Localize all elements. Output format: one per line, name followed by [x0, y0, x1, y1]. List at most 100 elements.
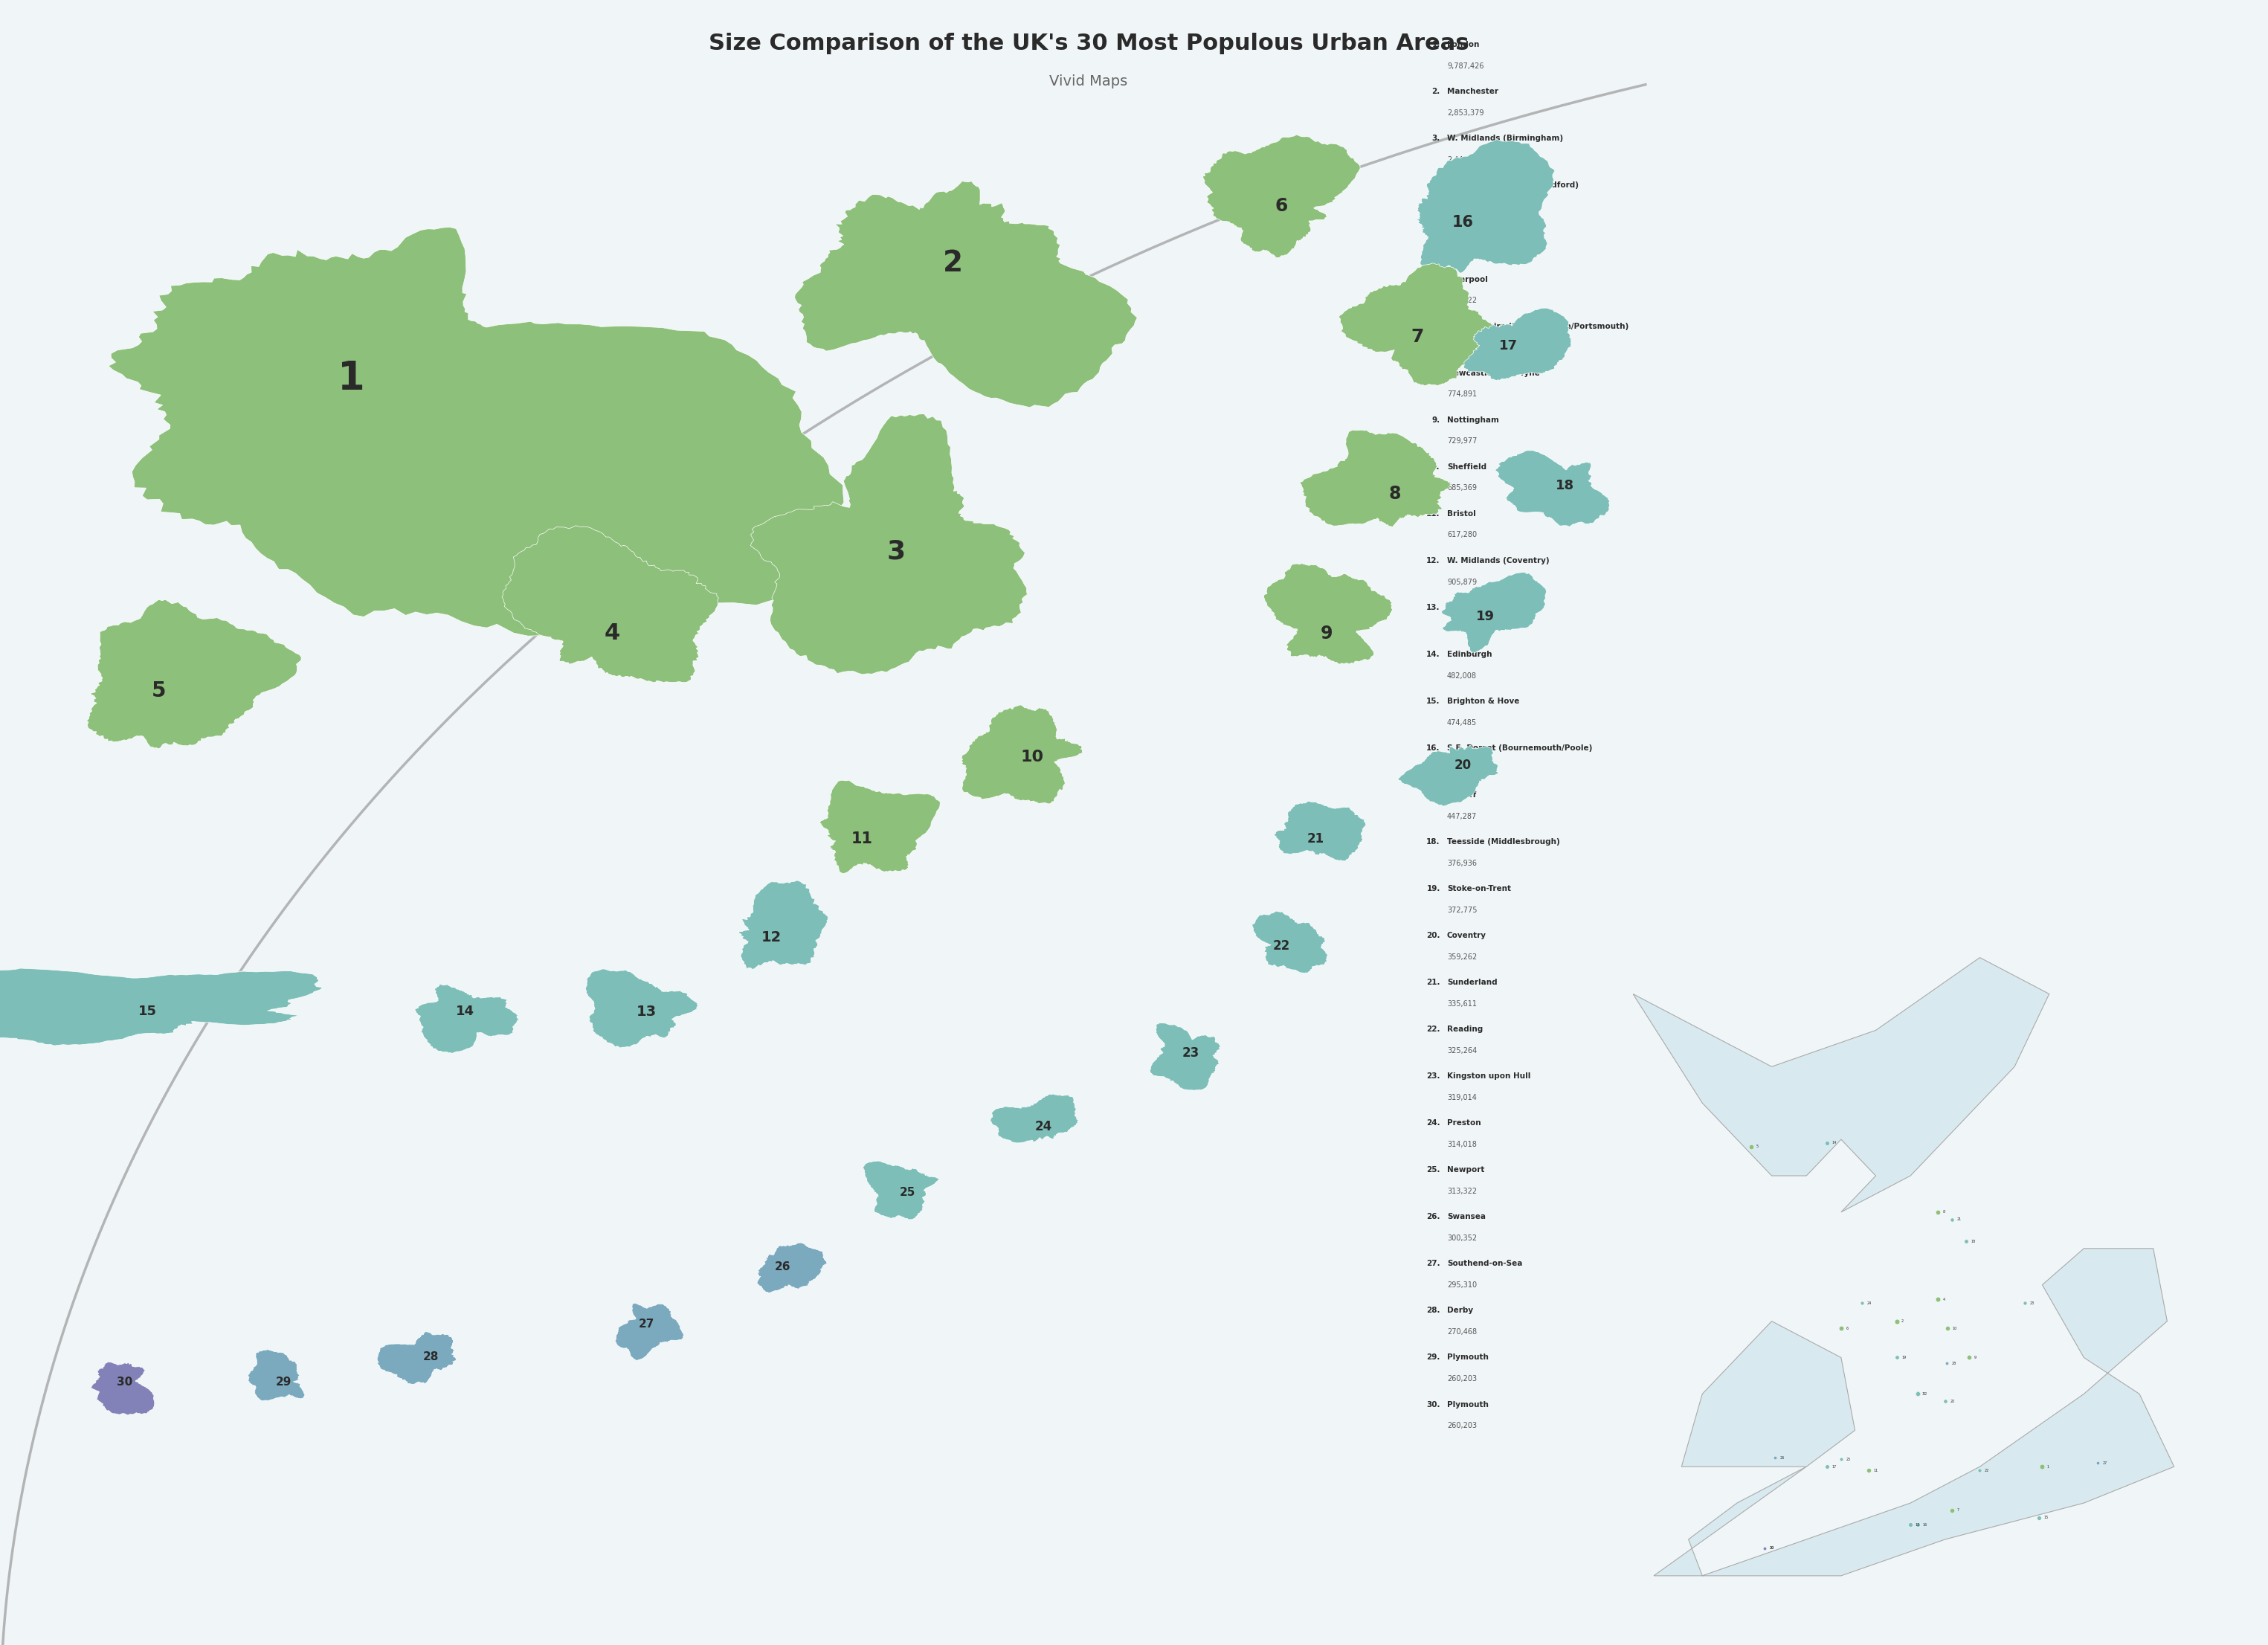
Point [2023, 1454, 2059, 1480]
Text: Brighton & Hove: Brighton & Hove [1447, 697, 1520, 706]
Text: 8.: 8. [1431, 370, 1440, 377]
Text: 29.: 29. [1427, 1354, 1440, 1362]
Text: London: London [1447, 41, 1479, 49]
Text: 314,018: 314,018 [1447, 1142, 1476, 1148]
Text: 27: 27 [637, 1319, 655, 1329]
Text: 15: 15 [2043, 1515, 2048, 1520]
Text: 1.: 1. [1431, 41, 1440, 49]
Polygon shape [415, 984, 519, 1053]
Text: 24.: 24. [1427, 1119, 1440, 1127]
Text: 14: 14 [1833, 1142, 1837, 1145]
Text: 8: 8 [1944, 1211, 1946, 1214]
Text: 260,203: 260,203 [1447, 1421, 1476, 1430]
Point [1921, 1199, 1957, 1226]
Text: 864,122: 864,122 [1447, 250, 1476, 258]
Point [1851, 1457, 1887, 1484]
Text: 10.: 10. [1427, 464, 1440, 470]
Text: S. Hampshire (Southampton/Portsmouth): S. Hampshire (Southampton/Portsmouth) [1447, 322, 1628, 331]
Text: Size Comparison of the UK's 30 Most Populous Urban Areas: Size Comparison of the UK's 30 Most Popu… [708, 33, 1470, 54]
Text: 474,485: 474,485 [1447, 719, 1476, 727]
Polygon shape [739, 880, 828, 969]
Text: 447,287: 447,287 [1447, 813, 1476, 821]
Point [1962, 1457, 1998, 1484]
Text: 1: 1 [2048, 1464, 2050, 1469]
Text: W. Midlands (Coventry): W. Midlands (Coventry) [1447, 556, 1549, 564]
Text: 300,352: 300,352 [1447, 1234, 1476, 1242]
Text: Teesside (Middlesbrough): Teesside (Middlesbrough) [1447, 839, 1560, 846]
Text: 685,369: 685,369 [1447, 485, 1476, 492]
Polygon shape [615, 1303, 685, 1360]
Text: 359,262: 359,262 [1447, 954, 1476, 961]
Point [1746, 1535, 1783, 1561]
Text: Bristol: Bristol [1447, 510, 1476, 518]
Text: 2: 2 [943, 248, 962, 278]
Text: 29: 29 [1769, 1546, 1774, 1550]
Text: Kingston upon Hull: Kingston upon Hull [1447, 1073, 1531, 1081]
Text: 18: 18 [1556, 479, 1574, 492]
Text: 18.: 18. [1427, 839, 1440, 846]
Point [1898, 1380, 1935, 1406]
Polygon shape [1440, 572, 1547, 653]
Text: 25.: 25. [1427, 1166, 1440, 1175]
Polygon shape [991, 1094, 1077, 1143]
Text: 21: 21 [1957, 1217, 1962, 1221]
Text: 25: 25 [898, 1188, 916, 1198]
Text: 260,203: 260,203 [1447, 1375, 1476, 1383]
Point [1758, 1444, 1794, 1471]
Text: 2.: 2. [1431, 89, 1440, 95]
Text: 319,014: 319,014 [1447, 1094, 1476, 1102]
Point [1898, 1380, 1935, 1406]
Polygon shape [1263, 564, 1393, 665]
Text: 22: 22 [1984, 1469, 1989, 1472]
Text: Dorset: Dorset [1447, 604, 1476, 612]
Text: 13: 13 [637, 1005, 655, 1018]
Text: 28: 28 [422, 1352, 440, 1362]
Text: Swansea: Swansea [1447, 1214, 1486, 1221]
Text: Glasgow: Glasgow [1447, 229, 1483, 237]
Text: 7.: 7. [1431, 322, 1440, 331]
Text: Manchester: Manchester [1447, 89, 1499, 95]
Text: 1,277,594: 1,277,594 [1447, 204, 1483, 211]
Point [1823, 1446, 1860, 1472]
Point [2007, 1290, 2043, 1316]
Point [1844, 1290, 1880, 1316]
Point [1928, 1388, 1964, 1415]
Text: 16: 16 [1923, 1523, 1928, 1527]
Point [1948, 1229, 1984, 1255]
Text: 26: 26 [773, 1262, 792, 1272]
Text: 15.: 15. [1427, 697, 1440, 706]
Polygon shape [91, 1362, 154, 1415]
Polygon shape [86, 599, 302, 748]
Point [1950, 1344, 1987, 1370]
Text: 30: 30 [1769, 1546, 1774, 1550]
Point [1898, 1512, 1935, 1538]
Polygon shape [758, 1242, 828, 1293]
Polygon shape [794, 181, 1136, 408]
Point [1810, 1130, 1846, 1156]
Text: 2: 2 [1901, 1319, 1903, 1323]
Text: 15: 15 [138, 1005, 156, 1018]
Polygon shape [1633, 957, 2050, 1212]
Polygon shape [751, 415, 1027, 674]
Text: 1,201,293: 1,201,293 [1447, 767, 1483, 773]
Text: 372,775: 372,775 [1447, 906, 1476, 915]
Text: Derby: Derby [1447, 1308, 1474, 1314]
Text: S.E. Dorset (Bournemouth/Poole): S.E. Dorset (Bournemouth/Poole) [1447, 744, 1592, 752]
Text: Sheffield: Sheffield [1447, 464, 1486, 470]
Text: 22.: 22. [1427, 1026, 1440, 1033]
Polygon shape [376, 1331, 456, 1383]
Polygon shape [1463, 308, 1572, 380]
Text: 17: 17 [1833, 1464, 1837, 1469]
Point [1878, 1308, 1914, 1334]
Text: 11: 11 [850, 831, 873, 847]
Text: 20: 20 [1950, 1400, 1955, 1403]
Polygon shape [819, 780, 941, 873]
Text: 24: 24 [1867, 1301, 1871, 1304]
Text: 11.: 11. [1427, 510, 1440, 518]
Polygon shape [501, 526, 719, 683]
Text: 376,936: 376,936 [1447, 860, 1476, 867]
Text: Cardiff: Cardiff [1447, 791, 1476, 799]
Text: 774,891: 774,891 [1447, 392, 1476, 398]
Text: 12: 12 [1923, 1392, 1928, 1395]
Polygon shape [1495, 451, 1610, 526]
